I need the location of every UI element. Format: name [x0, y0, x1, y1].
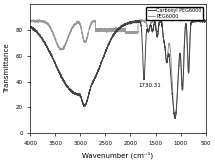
Line: PEG6000: PEG6000	[30, 19, 206, 118]
Line: Carboxyl PEG6000: Carboxyl PEG6000	[30, 20, 206, 118]
PEG6000	[60, 48, 62, 50]
PEG6000	[104, 30, 106, 32]
PEG6000	[204, 19, 207, 21]
Carboxyl PEG6000	[104, 52, 106, 54]
Carboxyl PEG6000	[96, 71, 99, 73]
Carboxyl PEG6000	[60, 74, 62, 75]
PEG6000	[152, 18, 155, 20]
X-axis label: Wavenumber (cm⁻¹): Wavenumber (cm⁻¹)	[82, 151, 154, 159]
PEG6000	[201, 20, 204, 22]
Legend: Carboxyl PEG6000, PEG6000: Carboxyl PEG6000, PEG6000	[146, 7, 203, 21]
Carboxyl PEG6000	[29, 25, 32, 27]
PEG6000	[174, 117, 177, 119]
Carboxyl PEG6000	[49, 52, 52, 54]
Text: 1730.31: 1730.31	[138, 83, 161, 88]
Carboxyl PEG6000	[201, 21, 204, 23]
Carboxyl PEG6000	[201, 19, 203, 21]
PEG6000	[182, 74, 185, 76]
Carboxyl PEG6000	[174, 117, 176, 119]
Carboxyl PEG6000	[204, 20, 207, 22]
PEG6000	[96, 29, 99, 31]
Carboxyl PEG6000	[182, 76, 185, 78]
PEG6000	[49, 26, 52, 28]
PEG6000	[29, 20, 32, 22]
Y-axis label: Transmittance: Transmittance	[4, 44, 10, 93]
